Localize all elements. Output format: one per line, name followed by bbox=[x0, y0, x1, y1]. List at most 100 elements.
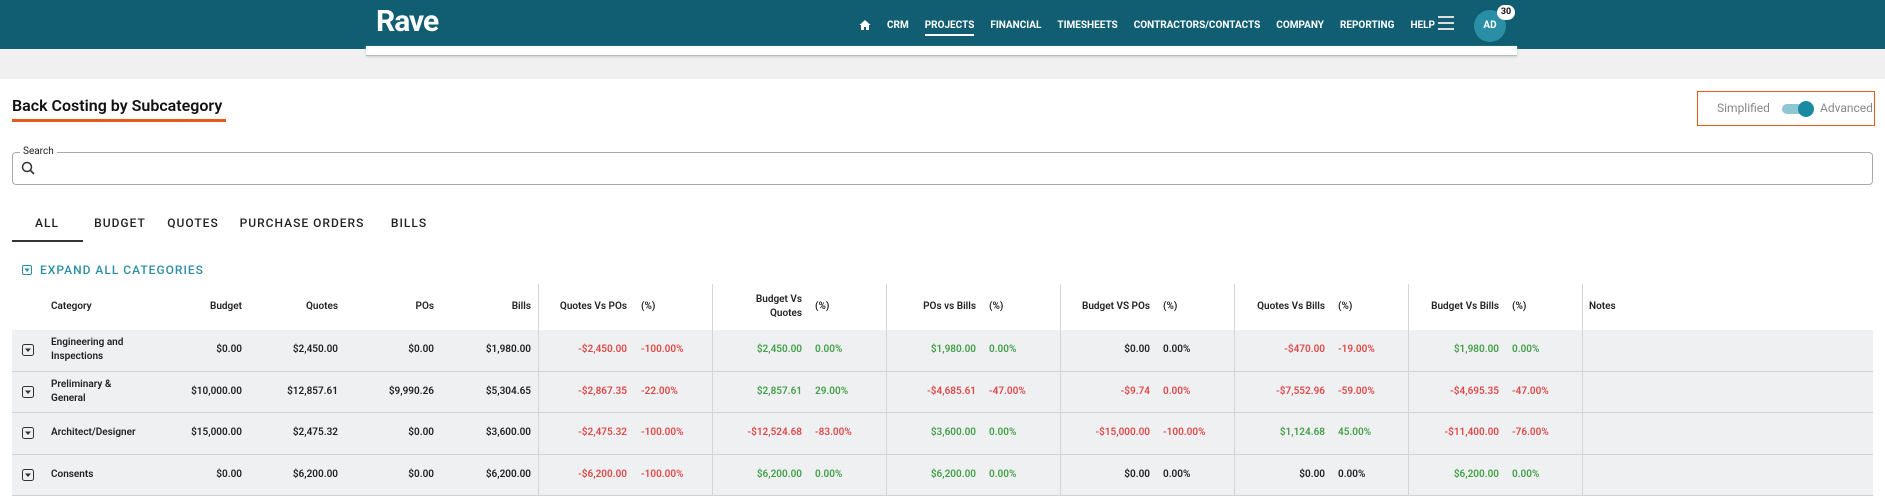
column-header: POs bbox=[415, 301, 434, 312]
view-toggle[interactable]: Simplified Advanced bbox=[1697, 91, 1875, 126]
title-underline bbox=[12, 119, 226, 122]
cell: $5,304.65 bbox=[485, 385, 531, 397]
cell: $10,000.00 bbox=[191, 385, 242, 397]
cell: $3,600.00 bbox=[930, 427, 976, 438]
cell: 0.00% bbox=[1338, 468, 1366, 480]
cell: $0.00 bbox=[216, 344, 242, 355]
toggle-left: Simplified bbox=[1717, 101, 1770, 115]
column-header: Category bbox=[51, 301, 92, 312]
cell: $0.00 bbox=[408, 344, 434, 355]
cell: -$7,552.96 bbox=[1276, 385, 1325, 397]
cell: -47.00% bbox=[989, 385, 1026, 397]
tab[interactable]: PURCHASE ORDERS bbox=[239, 216, 365, 230]
cell: -59.00% bbox=[1338, 385, 1375, 397]
switch-thumb bbox=[1798, 101, 1814, 117]
column-separator bbox=[1234, 284, 1235, 496]
cell: $2,450.00 bbox=[756, 344, 802, 355]
cell: $1,124.68 bbox=[1279, 427, 1325, 438]
cell: -$12,524.68 bbox=[747, 427, 802, 438]
expand-icon[interactable] bbox=[22, 265, 32, 275]
column-separator bbox=[712, 284, 713, 496]
tab-indicator bbox=[12, 240, 83, 242]
cell: $3,600.00 bbox=[485, 427, 531, 438]
cell: -$15,000.00 bbox=[1095, 427, 1150, 438]
badge: 30 bbox=[1497, 5, 1515, 20]
cell: $1,980.00 bbox=[485, 344, 531, 355]
cell: $1,980.00 bbox=[930, 344, 976, 355]
column-header: (%) bbox=[989, 301, 1004, 312]
cell: $0.00 bbox=[408, 427, 434, 438]
column-header: Quotes Vs Bills bbox=[1257, 301, 1325, 312]
tab[interactable]: QUOTES bbox=[167, 216, 219, 230]
home-icon[interactable] bbox=[859, 19, 871, 31]
nav-item[interactable]: CRM bbox=[887, 20, 909, 31]
column-header: Budget bbox=[210, 301, 242, 312]
nav-item[interactable]: CONTRACTORS/CONTACTS bbox=[1133, 20, 1261, 31]
nav-item[interactable]: PROJECTS bbox=[924, 20, 975, 36]
category-name: Consents bbox=[51, 468, 94, 480]
menu-icon[interactable] bbox=[1438, 16, 1454, 30]
row-expand-icon[interactable] bbox=[22, 385, 34, 398]
nav-item[interactable]: COMPANY bbox=[1276, 20, 1324, 31]
row-expand-icon[interactable] bbox=[22, 427, 34, 439]
tab[interactable]: BUDGET bbox=[94, 216, 146, 230]
search-label: Search bbox=[20, 146, 57, 157]
column-header: POs vs Bills bbox=[923, 301, 976, 312]
cell: $0.00 bbox=[408, 468, 434, 480]
column-header: Quotes bbox=[305, 301, 338, 312]
cell: 45.00% bbox=[1338, 427, 1372, 438]
column-separator bbox=[1582, 284, 1583, 496]
cell: $2,475.32 bbox=[292, 427, 338, 438]
switch-track bbox=[1782, 104, 1812, 114]
cell: 0.00% bbox=[989, 468, 1017, 480]
column-header: (%) bbox=[641, 301, 656, 312]
cell: $0.00 bbox=[1299, 468, 1325, 480]
cell: -19.00% bbox=[1338, 344, 1375, 355]
cell: $6,200.00 bbox=[930, 468, 976, 480]
cell: -$2,475.32 bbox=[578, 427, 627, 438]
column-header: Budget Vs Bills bbox=[1431, 301, 1499, 312]
cell: -$9.74 bbox=[1120, 385, 1150, 397]
cell: 29.00% bbox=[815, 385, 849, 397]
cell: $6,200.00 bbox=[1453, 468, 1499, 480]
nav-items: CRM PROJECTS FINANCIAL TIMESHEETS CONTRACTOR… bbox=[887, 20, 1435, 36]
cell: 0.00% bbox=[989, 344, 1017, 355]
cell: $6,200.00 bbox=[756, 468, 802, 480]
table-row bbox=[12, 454, 1873, 496]
brand[interactable]: Rave bbox=[376, 4, 439, 39]
cell: -47.00% bbox=[1512, 385, 1549, 397]
cell: -22.00% bbox=[641, 385, 678, 397]
nav-item[interactable]: FINANCIAL bbox=[990, 20, 1042, 31]
cell: $0.00 bbox=[216, 468, 242, 480]
tab[interactable]: ALL bbox=[35, 216, 59, 230]
cell: $15,000.00 bbox=[191, 427, 242, 438]
table-row bbox=[12, 330, 1873, 372]
search-field[interactable] bbox=[12, 152, 1873, 185]
expand-all[interactable]: EXPAND ALL CATEGORIES bbox=[40, 263, 204, 277]
column-header: Quotes Vs POs bbox=[559, 301, 627, 312]
toggle-right: Advanced bbox=[1820, 101, 1873, 115]
cell: -76.00% bbox=[1512, 427, 1549, 438]
category-name: Engineering and Inspections bbox=[51, 337, 124, 362]
search-icon bbox=[21, 161, 35, 175]
cell: -$6,200.00 bbox=[578, 468, 627, 480]
cell: -$4,685.61 bbox=[927, 385, 976, 397]
column-header: (%) bbox=[1163, 301, 1178, 312]
column-header: (%) bbox=[1512, 301, 1527, 312]
cell: $9,990.26 bbox=[388, 385, 434, 397]
cell: 0.00% bbox=[815, 468, 843, 480]
cell: $6,200.00 bbox=[292, 468, 338, 480]
cell: 0.00% bbox=[1163, 468, 1191, 480]
nav-item[interactable]: TIMESHEETS bbox=[1057, 20, 1118, 31]
cell: -83.00% bbox=[815, 427, 852, 438]
nav-item[interactable]: HELP bbox=[1410, 20, 1435, 31]
nav-item[interactable]: REPORTING bbox=[1339, 20, 1395, 31]
tab[interactable]: BILLS bbox=[390, 216, 428, 230]
row-expand-icon[interactable] bbox=[22, 468, 34, 481]
cell: -$4,695.35 bbox=[1450, 385, 1499, 397]
column-separator bbox=[1060, 284, 1061, 496]
cell: $0.00 bbox=[1124, 344, 1150, 355]
row-expand-icon[interactable] bbox=[22, 344, 34, 356]
cell: 0.00% bbox=[815, 344, 843, 355]
cell: $0.00 bbox=[1124, 468, 1150, 480]
